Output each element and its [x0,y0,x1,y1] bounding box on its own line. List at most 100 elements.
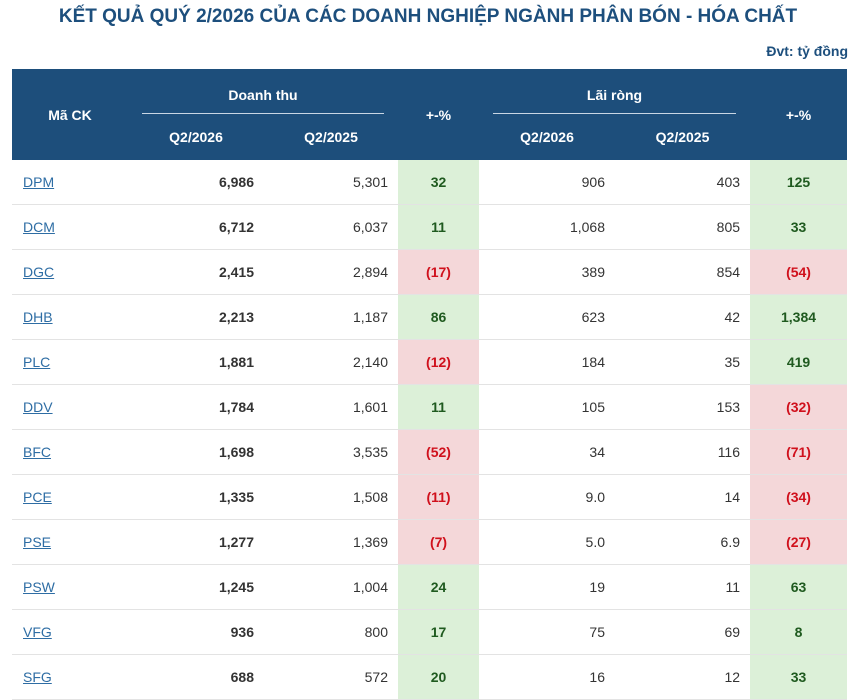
stock-code-link[interactable]: DCM [23,219,55,235]
stock-code-cell: DPM [12,160,128,205]
stock-code-cell: DCM [12,204,128,250]
revenue-q2-2025: 1,601 [264,384,398,430]
profit-q2-2025: 805 [615,204,751,250]
profit-change-pct: (54) [750,249,848,295]
header-revenue-label: Doanh thu [228,86,298,103]
revenue-q2-2026: 1,277 [128,519,264,565]
revenue-q2-2025: 6,037 [264,204,398,250]
revenue-q2-2025: 1,187 [264,294,398,340]
header-revenue-group: Doanh thu [128,69,398,114]
revenue-q2-2025: 1,004 [264,564,398,610]
revenue-q2-2025: 572 [264,654,398,700]
profit-change-pct: (27) [750,519,848,565]
stock-code-cell: DGC [12,249,128,295]
profit-change-pct: 419 [750,339,848,385]
stock-code-link[interactable]: BFC [23,444,51,460]
stock-code-link[interactable]: PSE [23,534,52,550]
revenue-change-pct: 86 [398,294,479,340]
profit-change-pct: 1,384 [750,294,848,340]
profit-change-pct: 33 [750,654,848,700]
revenue-q2-2026: 1,784 [128,384,264,430]
profit-q2-2025: 403 [615,160,751,205]
profit-q2-2026: 105 [479,384,615,430]
profit-q2-2026: 5.0 [479,519,615,565]
unit-label: Đvt: tỷ đồng [766,43,848,59]
table-row: DPM 6,986 5,301 32 906 403 125 [12,160,848,205]
stock-code-link[interactable]: DHB [23,309,53,325]
profit-change-pct: (34) [750,474,848,520]
profit-q2-2025: 116 [615,429,751,475]
revenue-change-pct: 32 [398,160,479,205]
header-row-top: Mã CK Doanh thu +-% Lãi ròng +-% [12,69,848,160]
header-profit-label: Lãi ròng [586,86,643,103]
results-table: Mã CK Doanh thu +-% Lãi ròng +-% Q2/2026… [12,69,848,700]
page-title: KẾT QUẢ QUÝ 2/2026 CỦA CÁC DOANH NGHIỆP … [58,6,798,27]
profit-q2-2026: 19 [479,564,615,610]
table-row: PCE 1,335 1,508 (11) 9.0 14 (34) [12,474,848,520]
profit-q2-2025: 12 [615,654,751,700]
profit-q2-2025: 69 [615,609,751,655]
table-row: DHB 2,213 1,187 86 623 42 1,384 [12,294,848,340]
revenue-q2-2025: 1,508 [264,474,398,520]
stock-code-link[interactable]: DGC [23,264,55,280]
stock-code-link[interactable]: PCE [23,489,52,505]
revenue-change-pct: 11 [398,384,479,430]
revenue-q2-2026: 1,698 [128,429,264,475]
revenue-q2-2026: 6,986 [128,160,264,205]
revenue-q2-2025: 5,301 [264,160,398,205]
profit-q2-2026: 184 [479,339,615,385]
header-profit-group: Lãi ròng [479,69,751,114]
table-row: DGC 2,415 2,894 (17) 389 854 (54) [12,249,848,295]
profit-q2-2026: 389 [479,249,615,295]
revenue-q2-2026: 1,881 [128,339,264,385]
stock-code-link[interactable]: DDV [23,399,53,415]
profit-change-pct: 125 [750,160,848,205]
stock-code-link[interactable]: DPM [23,174,55,190]
header-revenue-pct: +-% [398,69,479,160]
revenue-change-pct: (11) [398,474,479,520]
revenue-q2-2026: 2,213 [128,294,264,340]
header-profit-pct: +-% [750,69,848,160]
revenue-q2-2026: 936 [128,609,264,655]
table-row: PLC 1,881 2,140 (12) 184 35 419 [12,339,848,385]
revenue-change-pct: (12) [398,339,479,385]
profit-change-pct: 33 [750,204,848,250]
revenue-change-pct: 17 [398,609,479,655]
profit-q2-2026: 16 [479,654,615,700]
profit-q2-2025: 35 [615,339,751,385]
profit-q2-2026: 906 [479,160,615,205]
table-row: DCM 6,712 6,037 11 1,068 805 33 [12,204,848,250]
profit-q2-2025: 6.9 [615,519,751,565]
stock-code-cell: PCE [12,474,128,520]
header-row-sub: Q2/2026 Q2/2025 Q2/2026 Q2/2025 [12,114,847,160]
stock-code-link[interactable]: PSW [23,579,55,595]
stock-code-cell: VFG [12,609,128,655]
stock-code-link[interactable]: PLC [23,354,51,370]
stock-code-link[interactable]: SFG [23,669,52,685]
profit-q2-2025: 854 [615,249,751,295]
profit-change-pct: (71) [750,429,848,475]
revenue-change-pct: 11 [398,204,479,250]
header-revenue-q2-2025: Q2/2025 [264,114,398,160]
revenue-change-pct: (7) [398,519,479,565]
revenue-q2-2025: 800 [264,609,398,655]
revenue-q2-2026: 1,335 [128,474,264,520]
table-row: VFG 936 800 17 75 69 8 [12,609,848,655]
stock-code-cell: DHB [12,294,128,340]
profit-change-pct: 8 [750,609,848,655]
table-body: DPM 6,986 5,301 32 906 403 125 DCM 6,712 6,037 11 1… [12,160,848,700]
table-row: DDV 1,784 1,601 11 105 153 (32) [12,384,848,430]
profit-q2-2025: 153 [615,384,751,430]
table-row: SFG 688 572 20 16 12 33 [12,654,848,700]
profit-q2-2025: 42 [615,294,751,340]
profit-q2-2025: 11 [615,564,751,610]
revenue-q2-2026: 688 [128,654,264,700]
profit-change-pct: 63 [750,564,848,610]
revenue-q2-2026: 6,712 [128,204,264,250]
stock-code-link[interactable]: VFG [23,624,52,640]
table-row: PSE 1,277 1,369 (7) 5.0 6.9 (27) [12,519,848,565]
profit-q2-2026: 34 [479,429,615,475]
profit-q2-2026: 1,068 [479,204,615,250]
profit-q2-2025: 14 [615,474,751,520]
table-row: PSW 1,245 1,004 24 19 11 63 [12,564,848,610]
